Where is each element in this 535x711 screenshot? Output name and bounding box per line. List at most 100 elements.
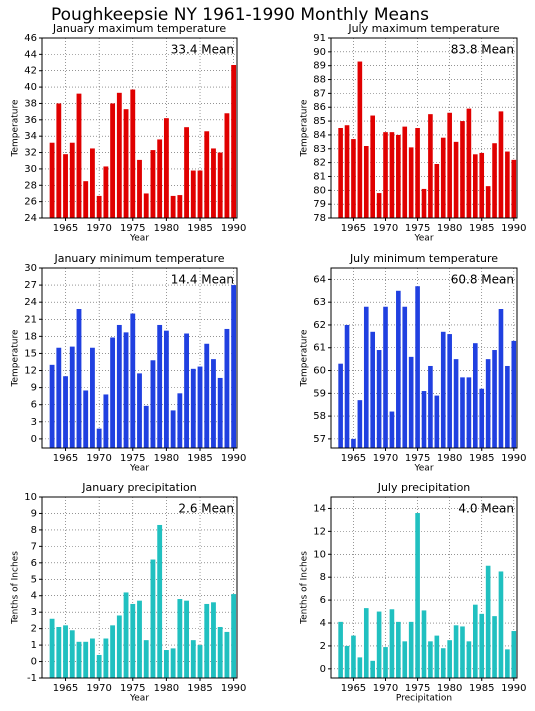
x-tick-label: 1970 [86,683,111,694]
bar [498,111,504,218]
x-tick-label: 1985 [187,223,212,234]
bar [49,142,55,218]
x-tick-label: 1980 [437,223,462,234]
mean-annotation: 60.8 Mean [451,273,514,287]
bar [389,609,395,678]
bar [473,604,478,678]
panel-title: January maximum temperature [52,22,226,35]
x-tick-label: 1975 [120,453,145,464]
bar [498,309,504,448]
y-tick-label: 85 [313,116,326,127]
bar [408,356,414,448]
bar [103,166,109,218]
bar [376,611,382,678]
bar [170,195,176,218]
bar [137,600,142,678]
y-axis-label: Temperature [300,99,310,157]
bar [351,635,356,678]
bar [383,132,388,218]
y-tick-label: 81 [313,171,326,182]
y-tick-label: 0 [31,657,37,668]
bar [170,410,176,448]
bar [428,365,433,448]
bar [434,164,440,218]
bar [402,126,408,218]
x-tick-label: 1970 [373,453,398,464]
y-tick-label: 57 [313,434,326,445]
bar [211,148,216,218]
y-tick-label: 6 [31,400,37,411]
bar [150,150,156,218]
bar [396,290,401,448]
bar [83,641,89,678]
bar [211,359,216,448]
y-axis-label: Tenths of Inches [11,551,21,625]
bar [447,112,452,218]
x-tick-label: 1985 [469,453,494,464]
y-tick-label: 18 [24,331,37,342]
bar [440,137,446,218]
bar [466,377,472,448]
x-tick-label: 1990 [501,683,526,694]
bar [130,603,136,678]
bar [338,621,343,678]
bar [96,654,102,678]
bar [370,331,375,448]
bar [479,388,485,448]
y-tick-label: 12 [24,366,37,377]
bar [363,146,369,218]
bar [204,343,210,448]
bar [83,181,89,218]
y-tick-label: 8 [320,572,326,583]
y-tick-label: 6 [31,558,37,569]
x-tick-label: 1970 [373,683,398,694]
bar [492,616,497,678]
bar [204,603,210,678]
bar [351,438,356,448]
y-tick-label: 38 [24,98,37,109]
bar [453,625,459,678]
x-axis-label: Year [413,464,433,474]
x-tick-label: 1985 [187,453,212,464]
x-tick-label: 1980 [437,683,462,694]
bar [421,188,427,218]
bar [473,343,478,448]
bar [63,625,68,678]
bar [76,93,82,218]
bar [428,641,433,678]
y-tick-label: 79 [313,199,326,210]
y-tick-label: 62 [313,320,326,331]
bar [116,324,122,448]
bar [217,152,223,218]
bar [344,324,350,448]
x-tick-label: 1975 [405,683,430,694]
bar [440,648,446,678]
x-tick-label: 1975 [120,683,145,694]
bar [177,393,183,448]
bar [338,128,343,218]
x-axis-label: Year [129,234,149,244]
y-tick-label: 10 [313,549,326,560]
x-tick-label: 1980 [154,223,179,234]
bar [143,193,149,218]
bar [421,610,427,678]
bar [56,347,62,448]
bar [460,377,465,448]
bar [421,391,427,448]
y-tick-label: 2 [320,641,326,652]
figure-title: Poughkeepsie NY 1961-1990 Monthly Means [51,5,429,25]
bar [63,154,68,218]
bar [460,121,465,218]
bar [492,143,497,218]
bar [485,359,491,448]
y-tick-label: 27 [24,280,37,291]
bar [110,103,116,218]
bar [150,360,156,448]
y-tick-label: 6 [320,595,326,606]
x-axis-label: Year [129,464,149,474]
y-tick-label: 32 [24,148,37,159]
bar [63,376,68,448]
bar [69,346,75,448]
x-tick-label: 1965 [53,453,78,464]
